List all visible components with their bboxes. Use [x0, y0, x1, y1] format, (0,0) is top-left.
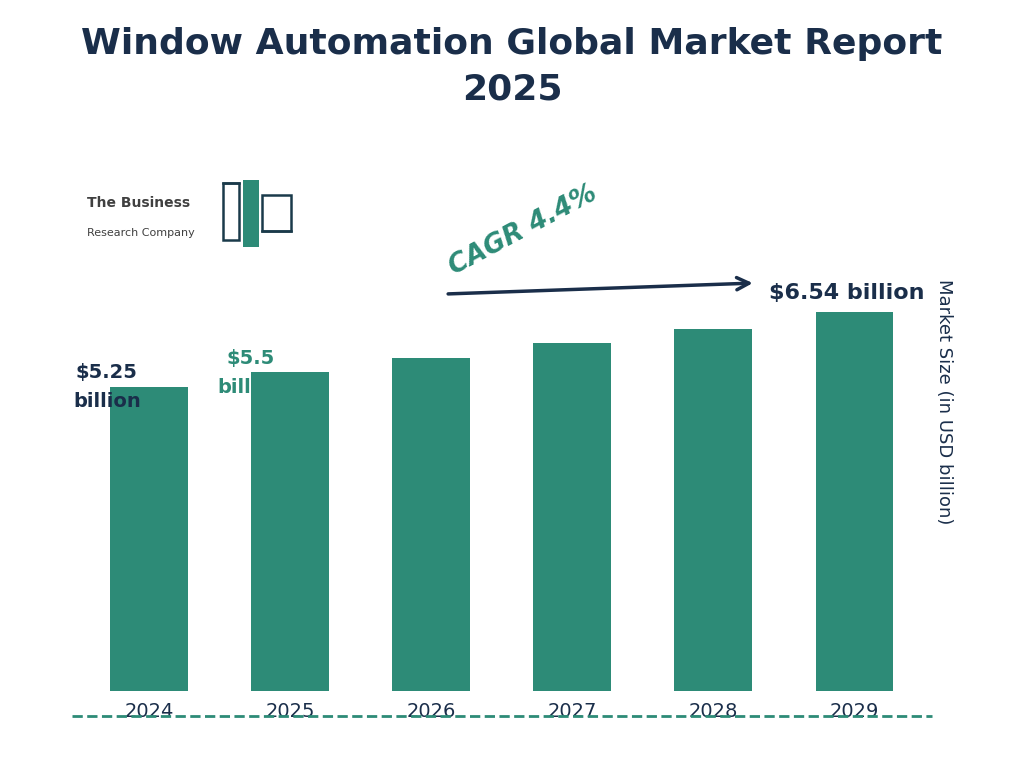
Text: billion: billion — [73, 392, 141, 411]
Text: billion: billion — [217, 378, 285, 396]
Text: The Business: The Business — [87, 196, 190, 210]
Bar — [815, 312, 893, 691]
Y-axis label: Market Size (in USD billion): Market Size (in USD billion) — [935, 279, 952, 524]
Text: $5.25: $5.25 — [76, 363, 138, 382]
FancyBboxPatch shape — [243, 180, 258, 247]
Text: Window Automation Global Market Report: Window Automation Global Market Report — [81, 27, 943, 61]
Text: 2025: 2025 — [462, 73, 562, 107]
Text: Research Company: Research Company — [87, 228, 195, 239]
Bar — [252, 372, 329, 691]
Text: CAGR 4.4%: CAGR 4.4% — [444, 180, 601, 280]
Text: $6.54 billion: $6.54 billion — [769, 283, 925, 303]
Bar — [111, 387, 188, 691]
Bar — [675, 329, 752, 691]
Bar — [534, 343, 611, 691]
Text: $5.5: $5.5 — [226, 349, 274, 368]
Bar — [392, 358, 470, 691]
